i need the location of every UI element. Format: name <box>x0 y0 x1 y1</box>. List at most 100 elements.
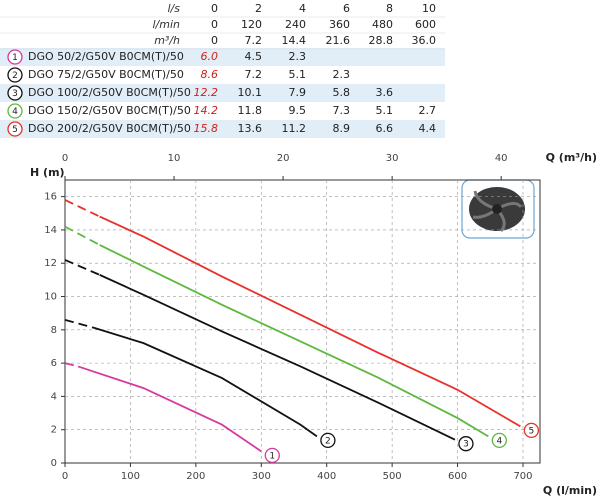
header-label: l/min <box>152 18 180 31</box>
row-badge <box>7 49 23 65</box>
curve <box>64 318 318 438</box>
header-cell: 6 <box>343 2 350 15</box>
x2-tick-label: 10 <box>168 153 181 164</box>
header-cell: 4 <box>299 2 306 15</box>
plot-frame <box>64 179 541 464</box>
x-tick-label: 600 <box>448 471 467 482</box>
row-number: 5 <box>12 125 18 135</box>
curve-label: 5 <box>529 426 535 436</box>
row-cell: 3.6 <box>376 86 394 99</box>
row-badge <box>7 121 23 137</box>
dash-gap <box>64 318 96 330</box>
row-cell: 15.8 <box>194 122 219 135</box>
y-tick-label: 8 <box>51 325 57 336</box>
x-tick-label: 100 <box>121 471 140 482</box>
header-cell: 36.0 <box>412 34 437 47</box>
x2-axis-label: Q (m³/h) <box>546 151 597 164</box>
row-cell: 13.6 <box>238 122 263 135</box>
header-cell: 480 <box>372 18 393 31</box>
row-cell: 5.8 <box>333 86 351 99</box>
header-cell: 360 <box>329 18 350 31</box>
x2-tick-label: 40 <box>495 153 508 164</box>
row-cell: 6.6 <box>376 122 394 135</box>
y-tick-label: 6 <box>51 358 57 369</box>
curve <box>64 199 521 428</box>
row-badge <box>7 103 23 119</box>
y-tick-label: 4 <box>51 391 57 402</box>
row-cell: 8.9 <box>333 122 351 135</box>
x-tick-label: 700 <box>513 471 532 482</box>
row-number: 4 <box>12 107 18 117</box>
curve-badge <box>320 432 336 449</box>
y-tick-label: 16 <box>44 192 57 203</box>
header-cell: 8 <box>386 2 393 15</box>
row-band <box>0 48 445 66</box>
row-model: DGO 50/2/G50V B0CM(T)/50 <box>28 50 184 63</box>
row-cell: 2.7 <box>419 104 437 117</box>
row-model: DGO 200/2/G50V B0CM(T)/50 <box>28 122 191 135</box>
header-cell: 7.2 <box>245 34 263 47</box>
header-cell: 21.6 <box>326 34 351 47</box>
y-tick-label: 14 <box>44 225 57 236</box>
x2-tick-label: 30 <box>386 153 399 164</box>
y-tick-label: 2 <box>51 425 57 436</box>
y-tick-label: 10 <box>44 292 57 303</box>
y-axis-label: H (m) <box>30 166 65 179</box>
y-tick-label: 0 <box>51 458 57 469</box>
dash-gap <box>64 361 79 368</box>
row-badge <box>7 67 23 83</box>
row-cell: 14.2 <box>194 104 219 117</box>
row-cell: 7.2 <box>245 68 263 81</box>
row-cell: 7.9 <box>289 86 307 99</box>
x-tick-label: 400 <box>317 471 336 482</box>
row-cell: 8.6 <box>201 68 219 81</box>
row-badge <box>7 85 23 101</box>
header-cell: 0 <box>211 2 218 15</box>
header-cell: 10 <box>422 2 436 15</box>
header-cell: 2 <box>255 2 262 15</box>
row-cell: 6.0 <box>201 50 219 63</box>
row-cell: 4.5 <box>245 50 263 63</box>
x2-tick-label: 20 <box>277 153 290 164</box>
header-label: l/s <box>168 2 181 15</box>
header-cell: 28.8 <box>369 34 394 47</box>
curve-badge <box>523 422 540 439</box>
row-cell: 12.2 <box>194 86 219 99</box>
row-band <box>0 84 445 102</box>
header-cell: 240 <box>285 18 306 31</box>
row-model: DGO 100/2/G50V B0CM(T)/50 <box>28 86 191 99</box>
curve-label: 1 <box>269 451 275 461</box>
row-cell: 11.8 <box>238 104 263 117</box>
x2-tick-label: 0 <box>62 153 68 164</box>
curve-badge <box>458 436 474 452</box>
header-cell: 0 <box>211 18 218 31</box>
row-model: DGO 150/2/G50V B0CM(T)/50 <box>28 104 191 117</box>
header-label: m³/h <box>154 34 180 47</box>
row-cell: 5.1 <box>376 104 394 117</box>
row-cell: 10.1 <box>238 86 263 99</box>
row-model: DGO 75/2/G50V B0CM(T)/50 <box>28 68 184 81</box>
x-tick-label: 300 <box>252 471 271 482</box>
row-cell: 5.1 <box>289 68 307 81</box>
curve <box>64 362 262 453</box>
curve-badge <box>264 447 280 463</box>
header-cell: 120 <box>241 18 262 31</box>
row-cell: 4.4 <box>419 122 437 135</box>
curve-label: 2 <box>325 436 331 446</box>
curve-badge <box>491 432 507 449</box>
x-tick-label: 200 <box>186 471 205 482</box>
header-cell: 600 <box>415 18 436 31</box>
row-cell: 7.3 <box>333 104 351 117</box>
row-cell: 2.3 <box>333 68 351 81</box>
row-cell: 11.2 <box>282 122 307 135</box>
row-band <box>0 120 445 138</box>
x-tick-label: 0 <box>62 471 68 482</box>
y-tick-label: 12 <box>44 258 57 269</box>
x-axis-label: Q (l/min) <box>543 484 597 497</box>
curve-label: 4 <box>496 436 502 446</box>
impeller-icon <box>461 179 535 239</box>
curve-label: 3 <box>463 440 469 450</box>
row-number: 2 <box>12 71 18 81</box>
